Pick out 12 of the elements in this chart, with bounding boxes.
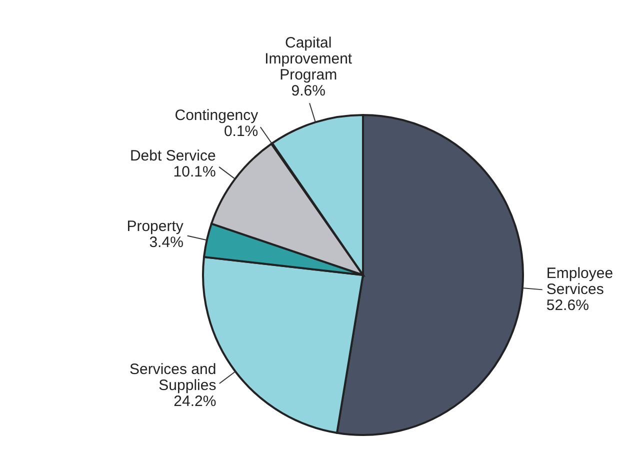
slice-label: Contingency [174,106,259,124]
slice-label: Employee Services [546,265,614,298]
slice-label: Capital Improvement Program [264,34,353,84]
slice-label: Services and Supplies [129,360,216,394]
data-label: 10.1% [173,164,216,181]
data-label: 52.6% [546,297,589,314]
data-label: 24.2% [174,392,216,410]
slice-label: Property [126,218,184,235]
data-label: 3.4% [149,234,184,251]
data-label: 0.1% [224,122,258,140]
slice-label: Debt Service [130,148,216,165]
data-label: 9.6% [291,82,326,100]
